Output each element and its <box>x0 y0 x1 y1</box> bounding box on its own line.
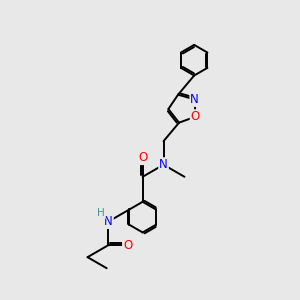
Text: N: N <box>159 158 168 171</box>
Text: O: O <box>123 238 132 252</box>
Text: N: N <box>190 93 199 106</box>
Text: H: H <box>97 208 105 218</box>
Text: O: O <box>138 151 147 164</box>
Text: N: N <box>104 215 113 228</box>
Text: O: O <box>191 110 200 123</box>
